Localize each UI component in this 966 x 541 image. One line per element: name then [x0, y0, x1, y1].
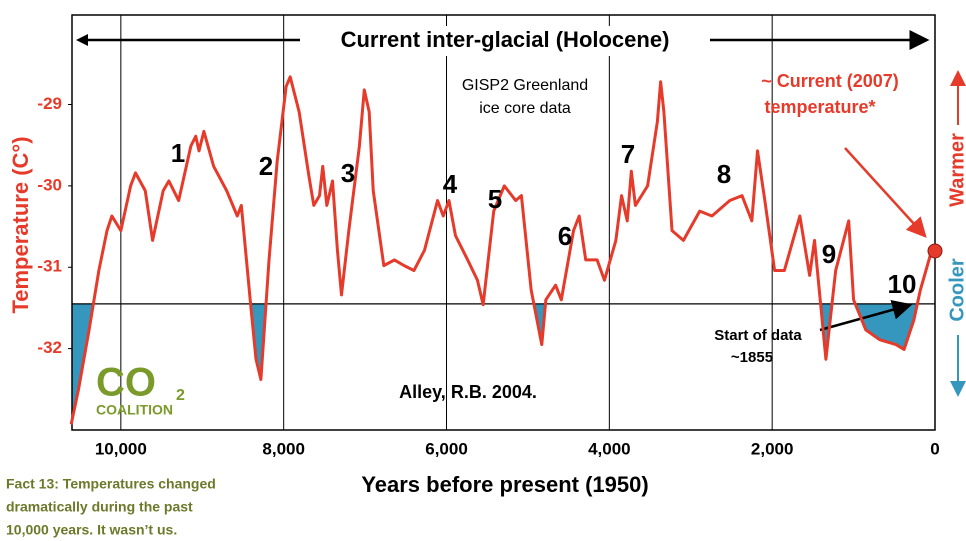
source-note: GISP2 Greenland: [462, 77, 588, 94]
period-number: 7: [621, 139, 635, 169]
period-number: 4: [443, 169, 458, 199]
source-note: ice core data: [479, 100, 571, 117]
logo-main: CO: [96, 361, 156, 405]
start-note: ~1855: [731, 349, 773, 366]
period-number: 3: [341, 158, 355, 188]
x-tick-label: 6,000: [425, 439, 468, 458]
caption: 10,000 years. It wasn’t us.: [6, 522, 177, 538]
period-number: 2: [259, 151, 273, 181]
start-note: Start of data: [714, 327, 802, 344]
period-number: 8: [717, 159, 731, 189]
x-tick-label: 4,000: [588, 439, 631, 458]
y-tick-label: -29: [37, 94, 62, 113]
y-tick-label: -31: [37, 257, 62, 276]
period-number: 1: [171, 138, 185, 168]
logo-sub: 2: [176, 387, 185, 404]
chart-title: Current inter-glacial (Holocene): [341, 27, 670, 52]
cool-area: [72, 303, 932, 421]
cooler-label: Cooler: [946, 258, 966, 322]
temperature-line: [69, 75, 934, 425]
current-note: temperature*: [764, 97, 875, 117]
y-axis-label: Temperature (C°): [8, 136, 33, 313]
start-arrow: [819, 300, 913, 332]
plot-frame: [71, 14, 936, 431]
x-tick-label: 10,000: [95, 439, 147, 458]
y-tick-label: -32: [37, 338, 62, 357]
citation: Alley, R.B. 2004.: [399, 382, 537, 402]
period-number: 10: [888, 269, 917, 299]
logo: CO 2 COALITION: [96, 361, 185, 418]
period-number: 5: [488, 184, 502, 214]
current-marker: [927, 243, 943, 259]
logo-name: COALITION: [96, 402, 173, 418]
x-tick-label: 0: [930, 439, 939, 458]
current-note: ~ Current (2007): [761, 71, 899, 91]
span-arrow-head: [76, 34, 88, 46]
x-tick-label: 8,000: [262, 439, 305, 458]
caption: Fact 13: Temperatures changed: [6, 476, 216, 492]
caption: dramatically during the past: [6, 499, 193, 515]
y-tick-label: -30: [37, 175, 62, 194]
period-number: 9: [822, 239, 836, 269]
warmer-label: Warmer: [946, 133, 966, 207]
x-tick-label: 2,000: [751, 439, 794, 458]
period-number: 6: [558, 221, 572, 251]
x-axis-label: Years before present (1950): [361, 472, 648, 497]
current-arrow: [844, 147, 927, 238]
title-bg: [300, 26, 710, 56]
